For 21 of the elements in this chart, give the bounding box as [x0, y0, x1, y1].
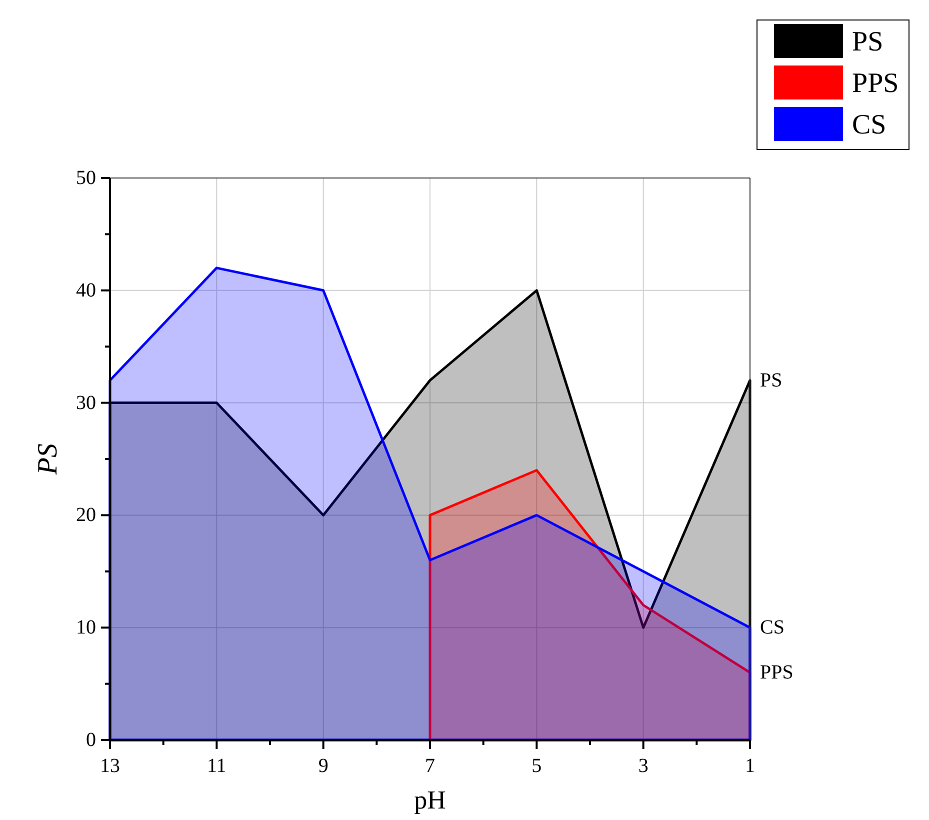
y-tick-label: 40	[76, 279, 96, 302]
legend-label: PS	[852, 26, 884, 58]
x-tick-label: 1	[745, 755, 755, 777]
x-tick-label: 5	[532, 755, 542, 777]
x-tick-label: 3	[638, 755, 648, 777]
y-tick-label: 0	[86, 729, 96, 751]
y-tick-label: 10	[76, 616, 96, 639]
text: CS	[760, 616, 784, 639]
legend-label: PPS	[852, 68, 899, 99]
text: PPS	[760, 662, 794, 684]
y-tick-label: 20	[76, 504, 96, 526]
y-axis-title: PS	[32, 443, 64, 476]
x-tick-label: 7	[425, 755, 435, 777]
x-tick-label: 9	[318, 755, 328, 777]
x-tick-label: 11	[207, 755, 226, 777]
legend-label: CS	[852, 110, 886, 140]
text: PS	[760, 369, 782, 392]
x-axis-title: pH	[414, 786, 446, 814]
x-tick-label: 13	[100, 755, 120, 777]
y-tick-label: 30	[76, 392, 96, 414]
y-tick-label: 50	[76, 167, 96, 189]
